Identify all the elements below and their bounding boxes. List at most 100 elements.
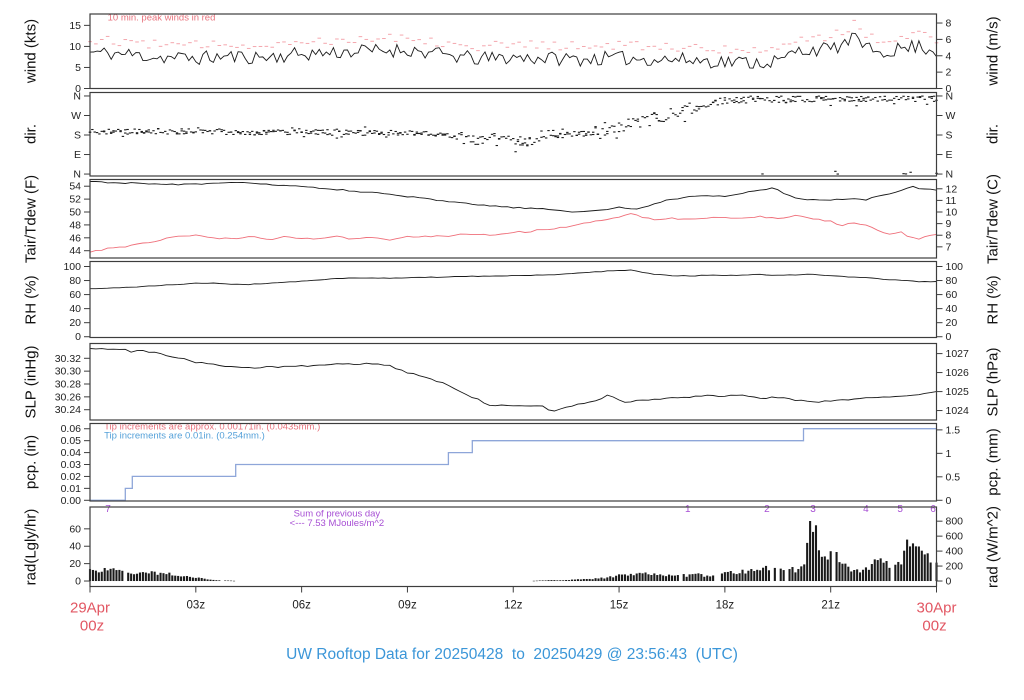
axis-title-left-pcp: pcp. (in) — [22, 435, 40, 490]
date-label: 00z — [80, 618, 104, 635]
right-tick-label: 1025 — [946, 386, 970, 398]
right-tick-label: 0 — [946, 331, 952, 343]
left-tick-label: 40 — [69, 541, 81, 553]
right-tick-label: 1026 — [946, 367, 970, 379]
rh-line — [90, 269, 937, 290]
right-tick-label: 40 — [946, 303, 958, 315]
right-tick-label: 0.5 — [946, 471, 961, 483]
pcp-annotation: Tip increments are approx. 0.00171in. (0… — [104, 422, 320, 433]
date-label: 00z — [922, 618, 946, 635]
left-tick-label: 0.03 — [61, 459, 82, 471]
left-tick-label: 20 — [69, 317, 81, 329]
left-tick-label: 52 — [69, 194, 81, 206]
dir-panel-border — [89, 91, 938, 177]
peak-wind-dashes — [88, 19, 939, 54]
left-tick-label: 0.06 — [61, 423, 82, 435]
right-tick-label: 20 — [946, 317, 958, 329]
wind-direction-points — [88, 95, 938, 175]
axis-title-left-rad: rad(Lgly/hr) — [22, 508, 40, 586]
left-tick-label: 10 — [69, 41, 81, 53]
left-tick-label: 0.04 — [61, 447, 82, 459]
left-tick-label: 100 — [63, 261, 81, 273]
time-tick-label: 06z — [292, 600, 311, 612]
right-tick-label: 800 — [946, 516, 964, 528]
left-tick-label: 20 — [69, 558, 81, 570]
right-tick-label: 6 — [946, 34, 952, 46]
right-tick-label: N — [946, 169, 954, 181]
right-tick-label: 1027 — [946, 348, 970, 360]
left-tick-label: 40 — [69, 303, 81, 315]
right-tick-label: 60 — [946, 289, 958, 301]
axis-title-right-rh: RH (%) — [984, 274, 1002, 325]
right-tick-label: 0 — [946, 576, 952, 588]
axis-title-right-temp: Tair/Tdew (C) — [984, 173, 1002, 264]
axis-title-left-rh: RH (%) — [22, 274, 40, 325]
date-label: 30Apr — [916, 600, 956, 617]
page-title: UW Rooftop Data for 20250428 to 20250429… — [286, 646, 738, 663]
right-tick-label: 1 — [946, 448, 952, 460]
right-tick-label: 11 — [946, 195, 957, 207]
left-tick-label: 44 — [69, 245, 81, 257]
wind-annotation: 10 min. peak winds in red — [108, 12, 216, 23]
left-tick-label: 30.24 — [55, 404, 81, 416]
rad-annotation: 4 — [863, 504, 869, 515]
rad-annotation: 5 — [897, 504, 903, 515]
right-tick-label: 8 — [946, 18, 952, 30]
axis-title-right-dir: dir. — [984, 124, 1002, 145]
right-tick-label: 12 — [946, 183, 958, 195]
left-tick-label: 0.02 — [61, 471, 82, 483]
left-tick-label: N — [73, 90, 81, 102]
time-tick-label: 15z — [610, 600, 629, 612]
slp-line — [89, 348, 937, 412]
rad-annotation: 1 — [685, 504, 691, 515]
left-tick-label: 54 — [69, 181, 81, 193]
left-tick-label: 46 — [69, 232, 81, 244]
axis-title-left-temp: Tair/Tdew (F) — [22, 174, 40, 263]
right-tick-label: 9 — [946, 218, 952, 230]
right-tick-label: 10 — [946, 207, 958, 219]
right-tick-label: 4 — [946, 50, 952, 62]
pcp-panel-border — [89, 422, 938, 502]
rad-annotation: 2 — [764, 504, 770, 515]
rad-annotation: <--- 7.53 MJoules/m^2 — [290, 518, 384, 529]
tdew-line — [89, 213, 937, 253]
left-tick-label: 50 — [69, 207, 81, 219]
rh-panel: 0 20 40 60 80 100 0 20 40 60 80 100 — [63, 260, 963, 343]
pcp-annotation: Tip increments are 0.01in. (0.254mm.) — [104, 431, 265, 442]
left-tick-label: 0 — [75, 83, 81, 95]
time-tick-label: 21z — [821, 600, 840, 612]
left-tick-label: 30.30 — [55, 366, 81, 378]
left-tick-label: S — [74, 130, 81, 142]
wind-speed-line — [89, 32, 937, 69]
rh-panel-border — [89, 260, 938, 339]
right-tick-label: 1024 — [946, 405, 970, 417]
right-tick-label: 0 — [946, 83, 952, 95]
axis-title-right-rad: rad (W/m^2) — [984, 505, 1002, 588]
right-tick-label: 400 — [946, 546, 964, 558]
axis-title-right-wind: wind (m/s) — [984, 16, 1002, 86]
date-label: 29Apr — [70, 600, 110, 617]
right-tick-label: 7 — [946, 241, 952, 253]
right-tick-label: 200 — [946, 561, 964, 573]
right-tick-label: N — [946, 90, 954, 102]
left-tick-label: 60 — [69, 523, 81, 535]
left-tick-label: W — [71, 110, 81, 122]
time-tick-label: 12z — [504, 600, 523, 612]
right-tick-label: E — [946, 149, 953, 161]
left-tick-label: N — [73, 169, 81, 181]
left-tick-label: 0.05 — [61, 435, 82, 447]
left-tick-label: 60 — [69, 289, 81, 301]
time-tick-label: 09z — [398, 600, 417, 612]
rad-annotation: 7 — [105, 504, 111, 515]
right-tick-label: S — [946, 130, 953, 142]
rad-annotation: 3 — [810, 504, 816, 515]
axis-title-right-slp: SLP (hPa) — [984, 347, 1002, 417]
wind-panel: 0 5 10 15 0 2 4 6 8 10 min. peak winds in red — [69, 12, 951, 95]
pcp-panel: 0.000.010.020.030.040.050.06 0 0.5 1 1.5 Tip … — [61, 422, 961, 507]
left-tick-label: 0 — [75, 331, 81, 343]
tair-line — [90, 181, 937, 213]
